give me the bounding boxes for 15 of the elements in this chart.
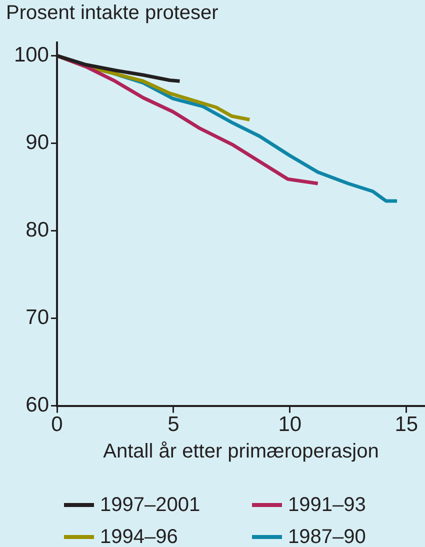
y-tick-label: 100 — [14, 44, 49, 67]
y-tick-label: 60 — [26, 394, 49, 417]
y-axis-title: Prosent intakte proteser — [5, 1, 220, 26]
y-tick-label: 80 — [26, 218, 49, 242]
y-tick-label: 70 — [26, 306, 49, 330]
legend-label: 1994–96 — [100, 525, 178, 547]
legend-label: 1987–90 — [288, 525, 366, 547]
y-tick-label: 90 — [26, 131, 49, 154]
legend-label: 1997–2001 — [100, 493, 200, 518]
x-tick-label: 0 — [51, 413, 63, 436]
legend-label: 1991–93 — [288, 493, 366, 518]
x-tick-label: 10 — [278, 413, 302, 436]
x-axis-title: Antall år etter primæroperasjon — [103, 440, 379, 463]
x-tick-label: 15 — [394, 413, 418, 436]
x-tick-label: 5 — [168, 413, 180, 436]
